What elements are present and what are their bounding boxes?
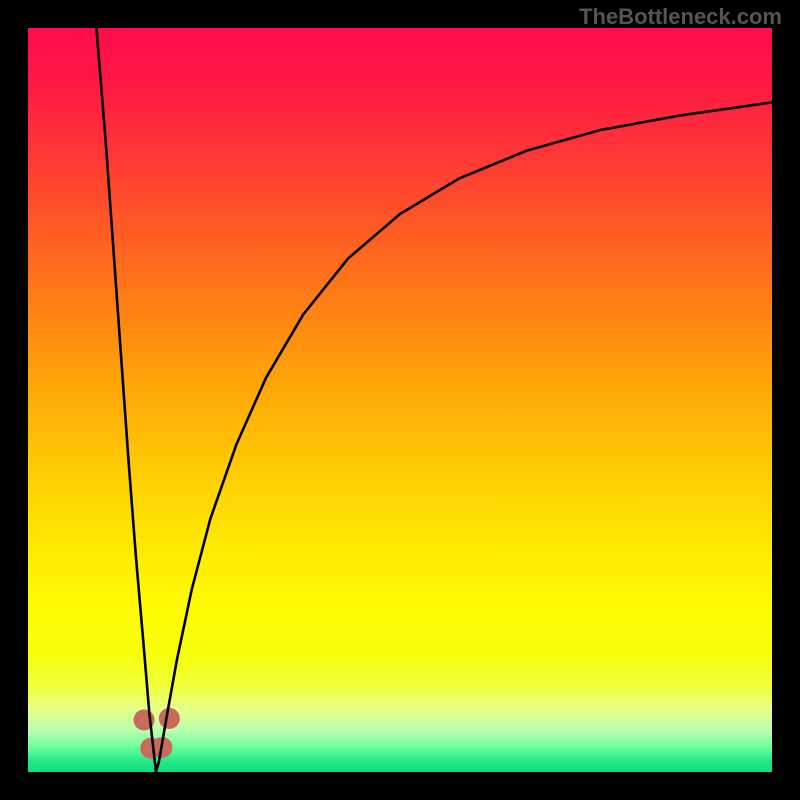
bottleneck-chart: TheBottleneck.com: [0, 0, 800, 800]
bottleneck-markers: [134, 708, 180, 759]
bottleneck-curve: [96, 28, 772, 772]
bottleneck-marker-dot: [159, 708, 180, 729]
chart-svg: [0, 0, 800, 800]
watermark-label: TheBottleneck.com: [579, 4, 782, 30]
